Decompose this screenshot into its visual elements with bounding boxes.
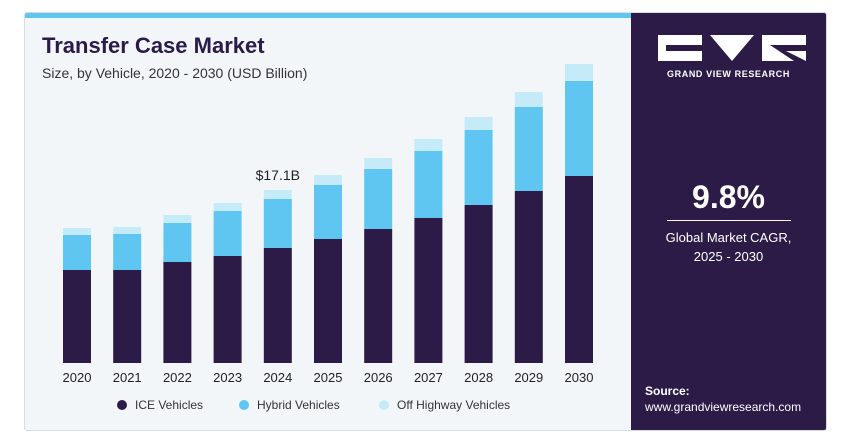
cagr-label-line1: Global Market CAGR,	[665, 230, 792, 245]
stacked-bar-chart: 2020 2021 2022 2023 2024 2025 2026 2027 2028 2029…	[63, 64, 594, 412]
legend-swatch-off-highway	[379, 400, 389, 410]
legend-label-off-highway: Off Highway Vehicles	[397, 398, 510, 412]
x-tick-label: 2022	[163, 370, 192, 385]
bar-off-highway-2030	[565, 64, 593, 81]
bar-ice-2021	[113, 270, 142, 363]
bar-ice-2029	[514, 191, 543, 363]
chart-title: Transfer Case Market	[42, 33, 265, 58]
bar-ice-2023	[213, 256, 242, 363]
data-label-2024: $17.1B	[256, 167, 300, 183]
legend-swatch-hybrid	[239, 400, 249, 410]
bar-hybrid-2020	[63, 235, 91, 270]
grand-view-research-logo-icon	[658, 35, 806, 61]
bar-off-highway-2029	[514, 92, 543, 107]
bar-ice-2028	[464, 205, 493, 363]
cagr-divider	[667, 220, 791, 221]
x-tick-label: 2023	[213, 370, 242, 385]
bar-hybrid-2021	[113, 234, 142, 270]
x-tick-label: 2028	[464, 370, 493, 385]
source-label: Source:	[645, 384, 690, 398]
bar-hybrid-2024	[263, 199, 292, 248]
cagr-label: Global Market CAGR, 2025 - 2030	[631, 228, 826, 266]
brand-panel: GRAND VIEW RESEARCH 9.8% Global Market C…	[631, 13, 826, 430]
bar-hybrid-2022	[163, 223, 192, 262]
legend-label-ice: ICE Vehicles	[135, 398, 203, 412]
bar-ice-2024	[263, 248, 292, 363]
bar-off-highway-2024	[263, 190, 292, 199]
bar-ice-2022	[163, 262, 192, 363]
bar-hybrid-2028	[464, 130, 493, 205]
x-tick-label: 2025	[314, 370, 343, 385]
bar-off-highway-2027	[414, 139, 443, 151]
bar-off-highway-2025	[314, 175, 342, 185]
x-tick-label: 2027	[414, 370, 443, 385]
x-tick-label: 2029	[514, 370, 543, 385]
cagr-label-line2: 2025 - 2030	[693, 249, 764, 264]
bar-off-highway-2026	[364, 158, 393, 169]
bar-hybrid-2026	[364, 169, 393, 229]
bar-ice-2026	[364, 229, 393, 363]
source-link[interactable]: www.grandviewresearch.com	[645, 400, 802, 414]
bar-ice-2020	[63, 270, 91, 363]
bar-hybrid-2027	[414, 151, 443, 218]
bar-off-highway-2021	[113, 227, 142, 234]
x-tick-label: 2020	[63, 370, 92, 385]
x-tick-label: 2021	[113, 370, 142, 385]
x-tick-label: 2026	[364, 370, 393, 385]
bar-hybrid-2025	[314, 185, 342, 239]
bar-ice-2027	[414, 218, 443, 363]
chart-subtitle: Size, by Vehicle, 2020 - 2030 (USD Billi…	[42, 65, 308, 81]
bar-ice-2025	[314, 239, 342, 363]
infographic-card: Transfer Case Market Size, by Vehicle, 2…	[24, 12, 827, 431]
bar-hybrid-2023	[213, 211, 242, 256]
bar-off-highway-2020	[63, 228, 91, 235]
bar-off-highway-2022	[163, 215, 192, 223]
bar-hybrid-2030	[565, 81, 593, 176]
legend-label-hybrid: Hybrid Vehicles	[257, 398, 340, 412]
bar-ice-2030	[565, 176, 593, 363]
x-tick-label: 2030	[565, 370, 594, 385]
bar-off-highway-2023	[213, 203, 242, 211]
cagr-value: 9.8%	[692, 179, 765, 215]
bar-hybrid-2029	[514, 107, 543, 191]
bar-off-highway-2028	[464, 117, 493, 130]
legend-swatch-ice	[117, 400, 127, 410]
brand-name: GRAND VIEW RESEARCH	[667, 69, 790, 79]
accent-bar	[25, 13, 631, 18]
x-tick-label: 2024	[263, 370, 292, 385]
